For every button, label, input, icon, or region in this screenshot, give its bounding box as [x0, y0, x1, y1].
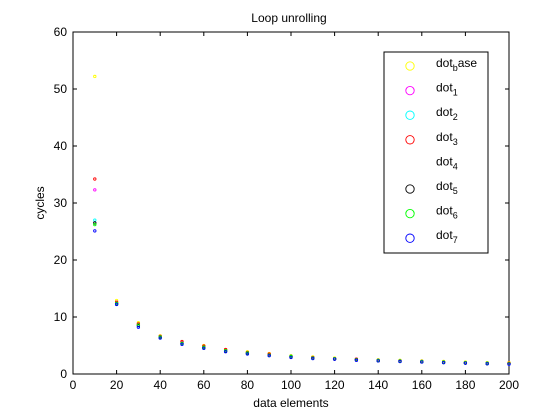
legend-marker-6	[405, 208, 415, 219]
x-tick-label: 200	[499, 378, 519, 392]
x-tick-label: 0	[70, 378, 77, 392]
legend-box	[383, 51, 489, 254]
x-axis-label: data elements	[253, 396, 328, 410]
data-point-series-7	[136, 325, 141, 329]
legend-marker-1	[405, 85, 415, 96]
legend-label-5: dot5	[436, 179, 458, 196]
data-point-series-7	[223, 350, 228, 354]
data-point-series-7	[463, 361, 468, 365]
data-point-series-6	[180, 341, 184, 345]
data-point-series-0	[93, 74, 97, 79]
legend-items: dotbase dot1 dot2 dot3 dot4 dot5 dot6 dot7	[405, 56, 477, 245]
data-point-series-7	[202, 346, 206, 350]
data-point-series-7	[441, 360, 446, 365]
legend-label-7: dot7	[436, 228, 458, 245]
data-point-series-7	[267, 354, 271, 358]
data-point-series-7	[354, 358, 359, 362]
legend: dotbase dot1 dot2 dot3 dot4 dot5 dot6 dot7	[383, 51, 489, 254]
data-point-series-7	[332, 357, 337, 361]
data-point-series-7	[376, 359, 380, 363]
y-tick-label: 0	[60, 367, 67, 381]
data-point-series-7	[93, 229, 97, 233]
data-point-series-6	[93, 223, 97, 227]
y-axis-label: cycles	[33, 186, 47, 219]
legend-marker-5	[405, 184, 415, 194]
legend-marker-0	[405, 61, 415, 71]
x-tick-label: 100	[281, 378, 301, 392]
data-point-series-3	[267, 352, 271, 356]
data-point-series-4	[93, 224, 97, 228]
legend-label-1: dot1	[436, 81, 458, 98]
data-point-series-7	[398, 359, 402, 364]
data-points	[93, 74, 511, 366]
data-point-series-7	[245, 352, 250, 356]
y-axis-ticks: 0 10 20 30 40 50 60	[54, 25, 509, 381]
data-point-series-7	[420, 360, 424, 364]
x-axis-ticks: 0 20 40 60 80 100 120 140 160 180 200	[70, 32, 519, 392]
legend-label-2: dot2	[436, 105, 458, 122]
y-tick-label: 50	[54, 82, 68, 96]
data-point-series-7	[507, 362, 511, 366]
x-tick-label: 140	[368, 378, 388, 392]
x-tick-label: 60	[197, 378, 211, 392]
x-tick-label: 180	[455, 378, 475, 392]
legend-marker-7	[405, 233, 415, 243]
data-point-series-3	[136, 322, 141, 326]
y-tick-label: 20	[54, 253, 68, 267]
data-point-series-3	[93, 177, 97, 181]
plot-area: 0 20 40 60 80 100 120 140 160 180 200 0 10 20 30 40 50 6…	[54, 25, 520, 392]
data-point-series-6	[223, 348, 228, 353]
data-point-series-6	[245, 351, 250, 355]
data-point-series-7	[289, 355, 293, 360]
data-point-series-7	[114, 302, 119, 307]
legend-label-3: dot3	[436, 130, 458, 147]
legend-marker-2	[405, 110, 415, 120]
x-tick-label: 40	[154, 378, 168, 392]
data-point-series-6	[289, 354, 293, 358]
x-tick-label: 80	[241, 378, 255, 392]
data-point-series-6	[202, 345, 206, 349]
legend-label-4: dot4	[436, 154, 458, 171]
data-point-series-1	[93, 188, 97, 192]
data-point-series-7	[180, 342, 184, 347]
data-point-series-7	[158, 336, 162, 340]
data-point-series-6	[114, 301, 119, 305]
x-tick-label: 160	[412, 378, 432, 392]
y-tick-label: 10	[54, 310, 68, 324]
y-tick-label: 30	[54, 196, 68, 210]
x-tick-label: 120	[325, 378, 345, 392]
x-tick-label: 20	[110, 378, 124, 392]
data-point-series-6	[158, 335, 162, 339]
legend-marker-3	[405, 135, 415, 145]
y-tick-label: 60	[54, 25, 68, 39]
chart-title: Loop unrolling	[251, 11, 326, 25]
data-point-series-7	[485, 362, 489, 366]
y-tick-label: 40	[54, 139, 68, 153]
data-point-series-5	[93, 221, 97, 225]
legend-label-6: dot6	[436, 204, 458, 221]
data-point-series-7	[311, 356, 315, 361]
legend-label-0: dotbase	[436, 56, 477, 73]
